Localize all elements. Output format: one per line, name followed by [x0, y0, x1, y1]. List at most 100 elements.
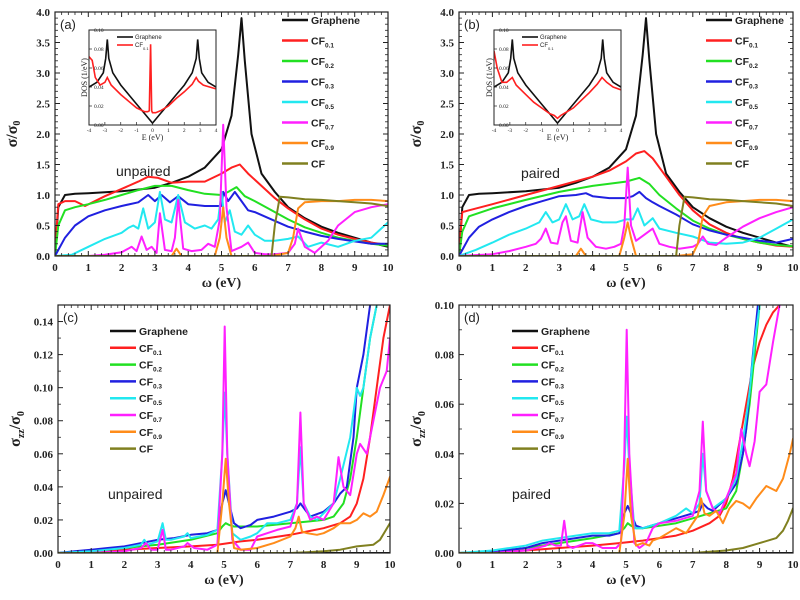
inset-x-tick-label: 4	[620, 128, 623, 134]
series-line-CF0-9	[58, 457, 390, 553]
legend-item: Graphene	[282, 15, 360, 27]
series-line-CF0-9	[459, 198, 793, 256]
series-line-CF0-1	[459, 305, 781, 553]
label-subscript: 0.1	[749, 43, 758, 50]
y-axis-title: σ/σ0	[408, 121, 427, 148]
x-tick-label: 0	[456, 262, 462, 274]
legend-label: CF0.9	[735, 138, 758, 152]
inset-x-tick-label: -2	[523, 128, 528, 134]
inset-line-CF0-1	[494, 50, 621, 120]
x-tick-label: 4	[185, 262, 191, 274]
x-tick-label: 7	[690, 262, 696, 274]
series-line-CF0-9	[459, 437, 793, 553]
x-tick-label: 7	[288, 559, 294, 571]
series-group	[459, 305, 793, 553]
label-base: CF	[541, 376, 556, 388]
x-tick-label: 8	[723, 262, 729, 274]
x-axis-title: ω (eV)	[606, 276, 646, 291]
label-base: CF	[139, 393, 154, 405]
x-tick-label: 2	[122, 559, 128, 571]
y-tick-label: 1.5	[36, 160, 50, 172]
legend-item: CF	[282, 159, 326, 171]
legend-label: CF	[735, 159, 750, 171]
label-subscript: 0.2	[555, 367, 564, 374]
inset-x-tick-label: 1	[167, 128, 170, 134]
series-line-CF0-7	[58, 325, 390, 553]
inset-x-tick-label: -4	[492, 128, 497, 134]
legend-item: CF0.1	[706, 36, 758, 50]
x-tick-label: 9	[757, 559, 763, 571]
y-tick-label: 0.02	[435, 498, 455, 510]
x-axis-title: ω (eV)	[204, 573, 244, 588]
y-tick-label: 4.0	[36, 7, 50, 19]
y-tick-label: 0.04	[34, 482, 54, 494]
label-base: CF	[541, 410, 556, 422]
x-tick-label: 5	[623, 559, 629, 571]
label-base: CF	[311, 97, 326, 109]
label-base: CF	[735, 97, 750, 109]
inset-y-tick-label: 0.10	[94, 28, 104, 34]
legend-label: CF	[541, 444, 556, 456]
label-base: CF	[735, 36, 750, 48]
legend-item: CF0.1	[512, 343, 564, 357]
legend-label: CF0.7	[735, 118, 758, 132]
label-base: CF	[541, 393, 556, 405]
y-tick-label: 3.0	[440, 68, 454, 80]
label-subscript: 0.5	[555, 400, 564, 407]
x-tick-label: 2	[119, 262, 125, 274]
inset-y-tick-label: 0.00	[94, 123, 104, 129]
x-tick-label: 9	[352, 262, 358, 274]
x-tick-label: 3	[152, 262, 158, 274]
legend-label: CF0.3	[311, 77, 334, 91]
inset-x-axis-title: E (eV)	[142, 133, 164, 142]
legend-item: CF0.1	[110, 343, 162, 357]
label-base: CF	[311, 77, 326, 89]
label-subscript: 0.3	[749, 84, 758, 91]
label-subscript: 0.2	[749, 63, 758, 70]
x-tick-label: 9	[757, 262, 763, 274]
label-base: Graphene	[735, 15, 784, 27]
inset-x-tick-label: 0	[556, 128, 559, 134]
x-tick-label: 10	[385, 559, 397, 571]
y-tick-label: 0.00	[34, 548, 54, 560]
annotation: paired	[512, 486, 551, 502]
label-base: CF	[139, 410, 154, 422]
label-mid: /σ	[7, 416, 24, 430]
inset-x-tick-label: 3	[199, 128, 202, 134]
y-tick-label: 2.0	[36, 129, 50, 141]
inset-x-tick-label: 3	[604, 128, 607, 134]
label-subscript: 0	[12, 121, 23, 126]
y-tick-label: 4.0	[440, 7, 454, 19]
y-tick-label: 0.10	[34, 383, 54, 395]
y-axis-title: σzz/σ0	[408, 411, 428, 447]
legend-label: CF0.3	[139, 376, 162, 390]
label-base: CF	[541, 343, 556, 355]
legend-label: CF0.7	[541, 410, 564, 424]
x-tick-label: 6	[252, 262, 258, 274]
y-tick-label: 0.0	[440, 251, 454, 263]
series-line-CF0-7	[55, 123, 388, 256]
y-axis-title: σzz/σ0	[7, 411, 27, 447]
legend-item: CF	[110, 444, 154, 456]
y-tick-label: 3.5	[440, 38, 454, 50]
y-tick-label: 1.5	[440, 160, 454, 172]
label-subscript: 0.9	[153, 434, 162, 441]
label-subscript: 0.1	[153, 350, 162, 357]
legend-label: CF0.3	[735, 77, 758, 91]
label-subscript: 0.9	[325, 145, 334, 152]
legend-item: CF0.2	[110, 360, 162, 374]
legend-label: CF0.1	[139, 343, 162, 357]
label-base: CF	[139, 427, 154, 439]
inset-y-axis-title: DOS (1/eV)	[485, 58, 494, 97]
legend-item: CF0.3	[282, 77, 334, 91]
inset-y-tick-label: 0.00	[499, 123, 509, 129]
y-tick-label: 0.12	[34, 350, 54, 362]
inset-y-axis-title: DOS (1/eV)	[80, 58, 89, 97]
label-subscript: 0.3	[555, 383, 564, 390]
y-tick-label: 0.04	[435, 449, 455, 461]
legend-item: Graphene	[512, 326, 590, 338]
y-tick-label: 1.0	[440, 190, 454, 202]
x-tick-label: 6	[657, 262, 663, 274]
